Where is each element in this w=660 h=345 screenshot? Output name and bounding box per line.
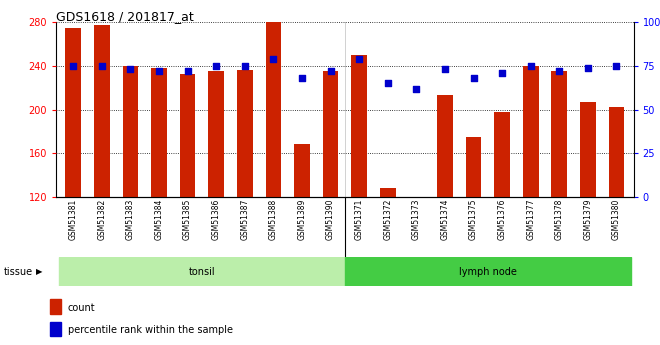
Text: GSM51390: GSM51390 — [326, 198, 335, 240]
Point — [68, 63, 79, 69]
Point — [325, 68, 336, 74]
Text: GSM51377: GSM51377 — [526, 198, 535, 240]
Point — [497, 70, 508, 76]
Text: GSM51376: GSM51376 — [498, 198, 507, 240]
Bar — [380, 188, 395, 197]
Bar — [265, 22, 281, 197]
Text: GSM51375: GSM51375 — [469, 198, 478, 240]
Text: tissue: tissue — [3, 267, 32, 277]
Bar — [94, 24, 110, 197]
Bar — [494, 112, 510, 197]
Text: lymph node: lymph node — [459, 267, 517, 277]
Point — [525, 63, 536, 69]
Bar — [523, 66, 539, 197]
FancyBboxPatch shape — [345, 257, 631, 286]
Text: tonsil: tonsil — [189, 267, 215, 277]
Bar — [50, 299, 61, 314]
Point — [583, 65, 593, 70]
Bar — [65, 28, 81, 197]
Bar — [180, 73, 195, 197]
Bar — [580, 102, 596, 197]
Point — [440, 67, 450, 72]
Point — [96, 63, 107, 69]
Text: percentile rank within the sample: percentile rank within the sample — [68, 325, 233, 335]
Text: ▶: ▶ — [36, 267, 43, 276]
Point — [554, 68, 564, 74]
Text: GSM51385: GSM51385 — [183, 198, 192, 240]
Point — [211, 63, 222, 69]
Point — [268, 56, 279, 62]
Point — [154, 68, 164, 74]
Bar — [151, 68, 167, 197]
Point — [240, 63, 250, 69]
Text: GSM51389: GSM51389 — [298, 198, 306, 240]
Text: GSM51372: GSM51372 — [383, 198, 392, 240]
Bar — [351, 55, 367, 197]
Text: GSM51380: GSM51380 — [612, 198, 621, 240]
Point — [611, 63, 622, 69]
Point — [468, 76, 478, 81]
Bar — [50, 322, 61, 336]
FancyBboxPatch shape — [59, 257, 345, 286]
Text: count: count — [68, 303, 96, 313]
Bar — [209, 71, 224, 197]
Text: GSM51386: GSM51386 — [212, 198, 220, 240]
Bar — [466, 137, 481, 197]
Text: GSM51371: GSM51371 — [354, 198, 364, 240]
Text: GDS1618 / 201817_at: GDS1618 / 201817_at — [56, 10, 194, 23]
Bar — [437, 95, 453, 197]
Bar — [294, 144, 310, 197]
Text: GSM51379: GSM51379 — [583, 198, 593, 240]
Bar — [237, 70, 253, 197]
Point — [182, 68, 193, 74]
Point — [354, 56, 364, 62]
Point — [411, 86, 422, 91]
Text: GSM51382: GSM51382 — [97, 198, 106, 240]
Text: GSM51387: GSM51387 — [240, 198, 249, 240]
Text: GSM51374: GSM51374 — [440, 198, 449, 240]
Bar — [323, 71, 339, 197]
Bar — [609, 107, 624, 197]
Bar — [123, 66, 139, 197]
Bar — [551, 71, 567, 197]
Point — [297, 76, 308, 81]
Text: GSM51388: GSM51388 — [269, 198, 278, 240]
Text: GSM51381: GSM51381 — [69, 198, 78, 240]
Text: GSM51384: GSM51384 — [154, 198, 164, 240]
Point — [125, 67, 136, 72]
Text: GSM51373: GSM51373 — [412, 198, 421, 240]
Text: GSM51378: GSM51378 — [555, 198, 564, 240]
Point — [382, 81, 393, 86]
Text: GSM51383: GSM51383 — [126, 198, 135, 240]
